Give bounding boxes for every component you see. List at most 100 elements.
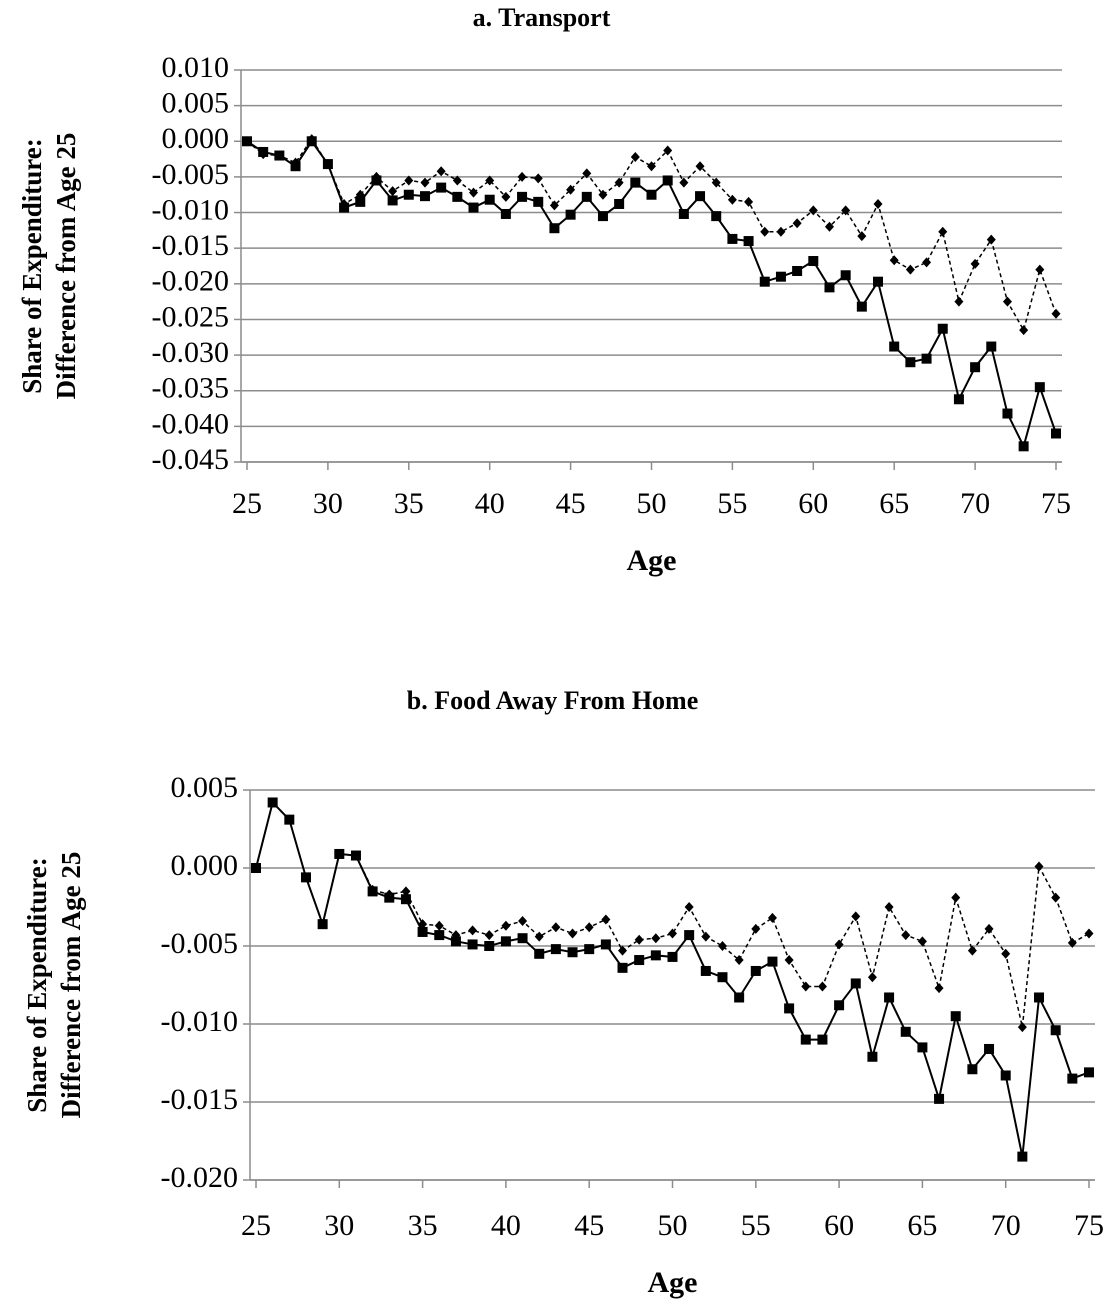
point-marker (485, 175, 495, 186)
point-marker (734, 955, 744, 966)
point-marker (951, 892, 961, 903)
point-marker (551, 922, 561, 933)
point-marker (334, 848, 345, 859)
point-marker (501, 191, 511, 202)
point-marker (679, 177, 689, 188)
point-marker (600, 939, 611, 950)
point-marker (630, 177, 641, 188)
point-marker (598, 189, 608, 200)
point-marker (500, 208, 511, 219)
point-marker (650, 950, 661, 961)
point-marker (867, 972, 877, 983)
point-marker (817, 981, 827, 992)
point-marker (663, 145, 673, 156)
point-marker (647, 161, 656, 172)
point-marker (634, 934, 644, 945)
point-marker (986, 341, 997, 352)
point-marker (905, 264, 915, 275)
point-marker (517, 171, 527, 182)
point-marker (984, 1043, 995, 1054)
point-marker (784, 955, 794, 966)
point-marker (242, 136, 252, 147)
point-marker (1034, 861, 1044, 872)
y-tick-label: 0.005 (162, 87, 230, 120)
point-marker (534, 948, 545, 959)
point-marker (582, 168, 592, 179)
point-marker (970, 258, 980, 269)
x-tick-label: 65 (879, 487, 909, 520)
point-marker (867, 1051, 878, 1062)
point-marker (436, 182, 447, 193)
y-tick-label: -0.020 (152, 265, 230, 298)
point-marker (808, 205, 818, 216)
y-axis-title: Difference from Age 25 (56, 852, 86, 1119)
point-marker (584, 944, 595, 955)
point-marker (534, 931, 544, 942)
y-tick-label: -0.010 (152, 193, 230, 226)
point-marker (938, 226, 948, 237)
point-marker (834, 939, 844, 950)
chart-title: a. Transport (473, 3, 611, 32)
y-tick-label: -0.015 (152, 229, 230, 262)
point-marker (468, 925, 478, 936)
y-tick-label: -0.005 (161, 927, 239, 960)
point-marker (792, 265, 803, 276)
point-marker (384, 892, 395, 903)
point-marker (1051, 308, 1061, 319)
point-marker (387, 195, 398, 206)
point-marker (434, 920, 444, 931)
point-marker (744, 196, 754, 207)
point-marker (434, 930, 445, 941)
point-marker (824, 221, 834, 232)
y-tick-label: 0.005 (171, 771, 239, 804)
point-marker (452, 191, 463, 202)
y-tick-label: 0.000 (171, 849, 239, 882)
point-marker (1084, 928, 1094, 939)
y-tick-label: -0.010 (161, 1005, 239, 1038)
point-marker (403, 189, 414, 200)
point-marker (667, 951, 678, 962)
point-marker (776, 226, 786, 237)
point-marker (1000, 1070, 1011, 1081)
x-tick-label: 35 (394, 487, 424, 520)
point-marker (921, 353, 932, 364)
point-marker (937, 323, 948, 334)
point-marker (1051, 892, 1061, 903)
point-marker (701, 931, 711, 942)
point-marker (533, 196, 544, 207)
x-tick-label: 60 (824, 1209, 854, 1242)
point-marker (317, 919, 328, 930)
point-marker (601, 914, 611, 925)
point-marker (404, 175, 414, 186)
point-marker (784, 1003, 795, 1014)
point-marker (568, 928, 578, 939)
y-tick-label: -0.025 (152, 300, 230, 333)
point-marker (400, 894, 411, 905)
point-marker (889, 255, 899, 266)
point-marker (751, 923, 761, 934)
point-marker (775, 271, 786, 282)
point-marker (750, 965, 761, 976)
x-tick-label: 45 (556, 487, 586, 520)
point-marker (339, 202, 350, 213)
point-marker (584, 922, 594, 933)
point-marker (388, 186, 398, 197)
point-marker (1051, 428, 1061, 439)
point-marker (350, 850, 361, 861)
point-marker (469, 187, 479, 198)
y-axis-title: Difference from Age 25 (51, 133, 81, 400)
chart-title: b. Food Away From Home (407, 686, 699, 715)
point-marker (630, 151, 640, 162)
x-tick-label: 30 (324, 1209, 354, 1242)
point-marker (1050, 1025, 1061, 1036)
point-marker (760, 226, 770, 237)
point-marker (727, 233, 738, 244)
series-line (255, 800, 1090, 1157)
series-line (246, 139, 1057, 450)
point-marker (967, 1064, 978, 1075)
point-marker (767, 912, 777, 923)
point-marker (1067, 1073, 1078, 1084)
x-tick-label: 55 (741, 1209, 771, 1242)
y-tick-label: -0.020 (161, 1161, 239, 1194)
point-marker (856, 301, 867, 312)
